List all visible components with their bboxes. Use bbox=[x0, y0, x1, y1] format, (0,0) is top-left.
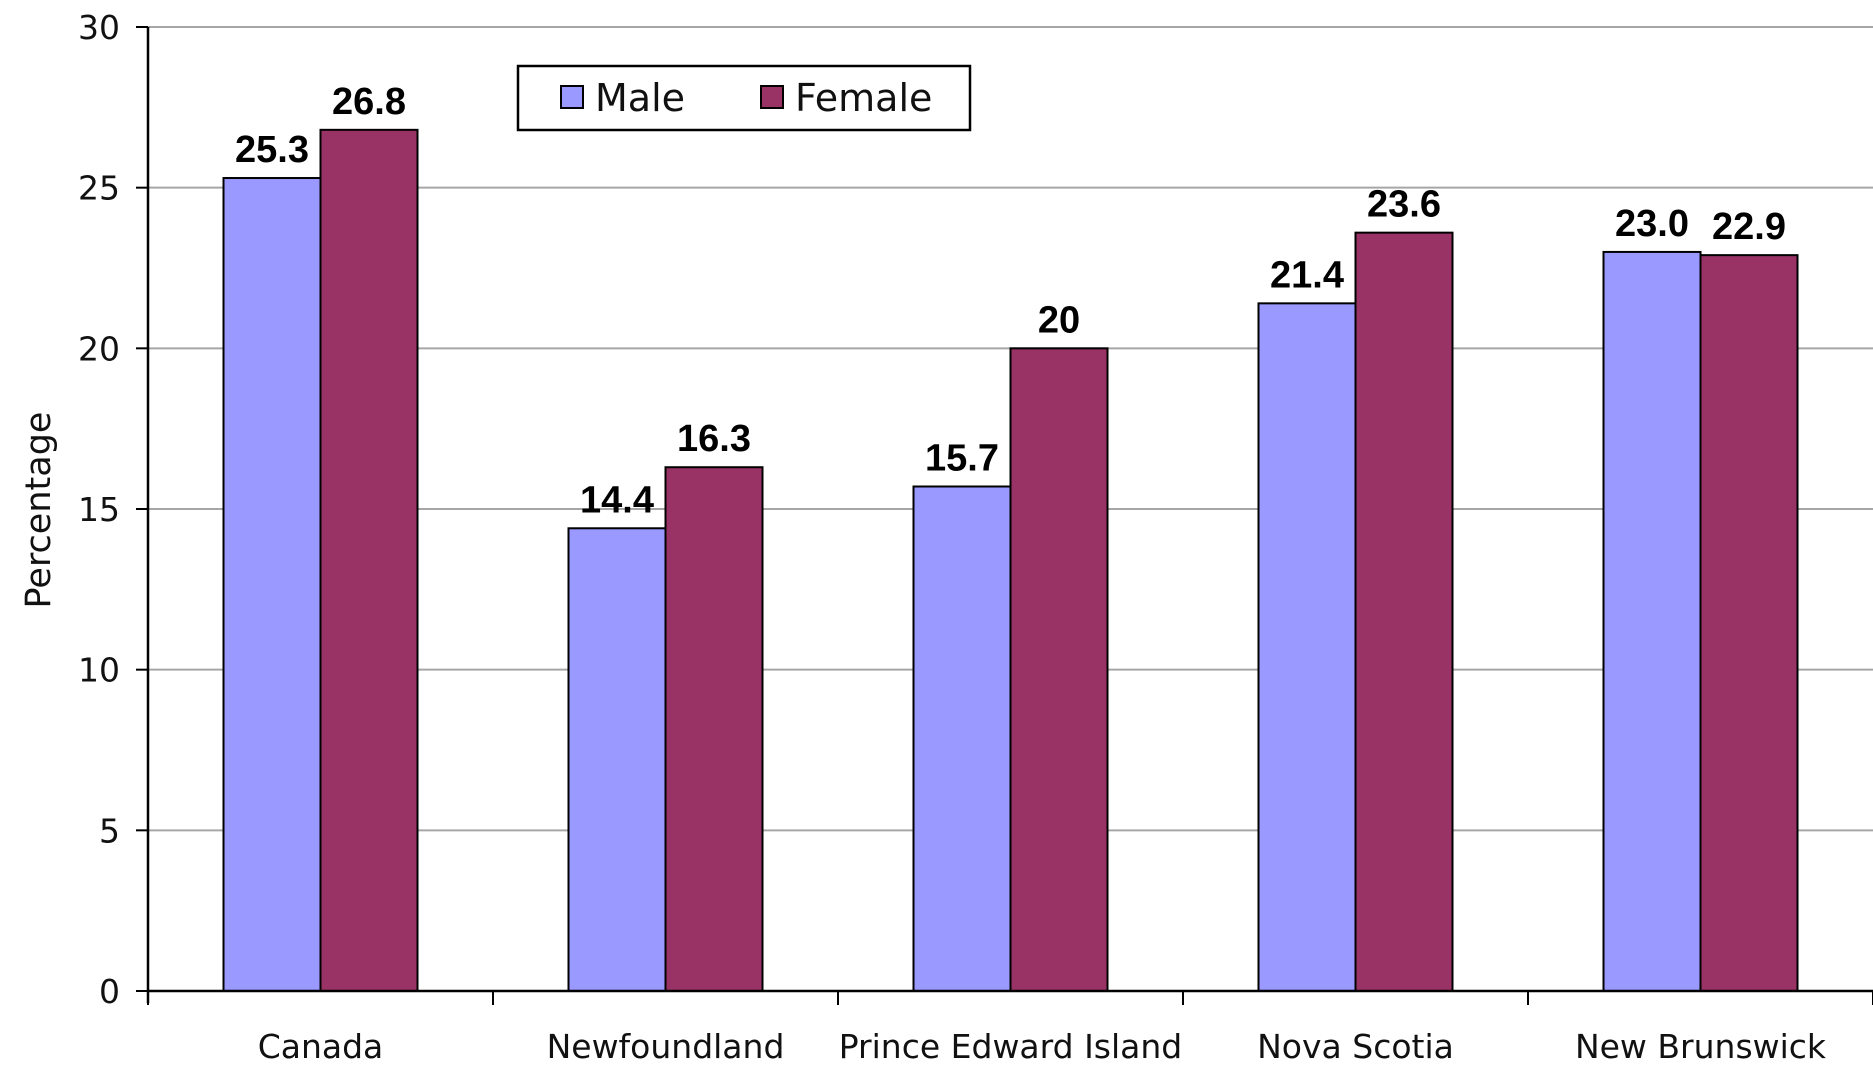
y-tick-label: 30 bbox=[78, 8, 120, 47]
data-label: 22.9 bbox=[1712, 206, 1786, 248]
y-tick-labels: 0 5 10 15 20 25 30 bbox=[78, 8, 120, 1011]
bars bbox=[222, 128, 1799, 993]
data-label: 15.7 bbox=[925, 438, 999, 480]
legend-box bbox=[516, 64, 972, 132]
y-tick-label: 20 bbox=[78, 329, 120, 368]
y-tick-label: 25 bbox=[78, 169, 120, 208]
bar-male bbox=[1257, 302, 1357, 992]
bar-male bbox=[1602, 250, 1702, 992]
bar-male bbox=[912, 485, 1012, 992]
x-category-label: New Brunswick bbox=[1575, 1027, 1827, 1065]
legend-swatch-female bbox=[760, 85, 784, 109]
x-category-label: Prince Edward Island bbox=[839, 1027, 1183, 1065]
x-category-label: Nova Scotia bbox=[1257, 1027, 1454, 1065]
legend: Male Female bbox=[516, 64, 972, 132]
bar-female bbox=[1699, 254, 1799, 992]
data-labels: 25.3 26.8 14.4 16.3 15.7 20 21.4 23.6 23.0 22.9 bbox=[235, 81, 1786, 521]
bar-female bbox=[664, 466, 764, 992]
y-axis-label: Percentage bbox=[19, 412, 59, 609]
bar-female bbox=[319, 128, 419, 992]
data-label: 16.3 bbox=[677, 418, 751, 460]
bar-male bbox=[222, 177, 322, 992]
legend-label-male: Male bbox=[595, 76, 685, 120]
y-tick-label: 10 bbox=[78, 651, 120, 690]
y-tick-label: 5 bbox=[99, 811, 120, 850]
y-tick-label: 15 bbox=[78, 490, 120, 529]
bar-male bbox=[567, 527, 667, 993]
bar-female bbox=[1354, 231, 1454, 993]
legend-label-female: Female bbox=[795, 76, 932, 120]
x-category-label: Canada bbox=[258, 1027, 384, 1065]
bar-female bbox=[1009, 347, 1109, 993]
data-label: 25.3 bbox=[235, 129, 309, 171]
data-label: 23.6 bbox=[1367, 184, 1441, 226]
data-label: 14.4 bbox=[580, 479, 654, 521]
axes bbox=[136, 26, 1873, 1005]
data-label: 23.0 bbox=[1615, 203, 1689, 245]
data-label: 26.8 bbox=[332, 81, 406, 123]
data-label: 20 bbox=[1038, 299, 1080, 341]
x-category-label: Newfoundland bbox=[547, 1027, 785, 1065]
y-tick-label: 0 bbox=[99, 972, 120, 1011]
legend-swatch-male bbox=[560, 85, 584, 109]
x-category-labels: Canada Newfoundland Prince Edward Island No… bbox=[258, 1027, 1827, 1065]
data-label: 21.4 bbox=[1270, 254, 1344, 296]
